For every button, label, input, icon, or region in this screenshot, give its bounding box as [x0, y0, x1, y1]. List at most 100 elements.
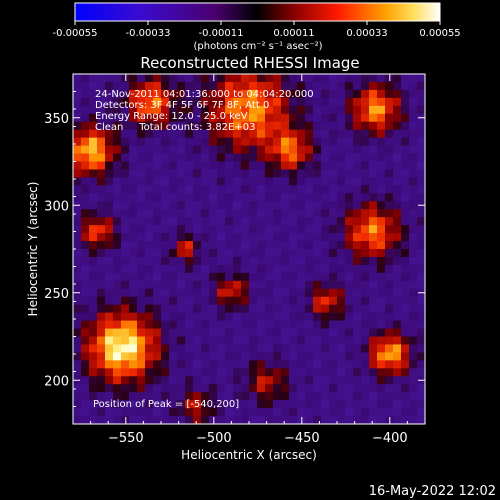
heatmap-cell	[257, 233, 266, 242]
heatmap-cell	[409, 201, 418, 210]
heatmap-cell	[417, 169, 425, 178]
heatmap-cell	[281, 392, 290, 401]
heatmap-cell	[377, 368, 386, 377]
heatmap-cell	[161, 81, 170, 91]
heatmap-cell	[81, 408, 90, 417]
heatmap-cell	[81, 336, 90, 345]
heatmap-cell	[121, 392, 130, 401]
heatmap-cell	[169, 368, 178, 377]
heatmap-cell	[201, 129, 210, 138]
heatmap-cell	[281, 193, 290, 202]
heatmap-cell	[137, 201, 146, 210]
heatmap-cell	[393, 416, 402, 424]
heatmap-cell	[201, 280, 210, 290]
heatmap-cell	[329, 288, 338, 298]
heatmap-cell	[121, 129, 130, 138]
heatmap-cell	[185, 153, 194, 162]
heatmap-cell	[137, 185, 146, 194]
heatmap-cell	[137, 113, 146, 123]
heatmap-cell	[201, 384, 210, 393]
heatmap-cell	[249, 105, 258, 115]
heatmap-cell	[73, 312, 82, 321]
heatmap-cell	[345, 360, 354, 369]
heatmap-cell	[81, 113, 90, 123]
heatmap-cell	[273, 280, 282, 290]
heatmap-cell	[193, 352, 202, 361]
heatmap-cell	[313, 97, 322, 107]
heatmap-cell	[257, 384, 266, 393]
heatmap-cell	[209, 328, 218, 337]
heatmap-cell	[201, 416, 210, 424]
heatmap-cell	[89, 400, 98, 409]
heatmap-cell	[377, 264, 386, 274]
heatmap-cell	[185, 384, 194, 393]
heatmap-cell	[337, 169, 346, 178]
heatmap-cell	[297, 169, 306, 178]
heatmap-cell	[313, 376, 322, 385]
heatmap-cell	[273, 81, 282, 91]
heatmap-cell	[97, 225, 106, 234]
heatmap-cell	[393, 129, 402, 138]
heatmap-cell	[401, 400, 410, 409]
heatmap-cell	[153, 264, 162, 274]
heatmap-cell	[297, 320, 306, 329]
heatmap-cell	[177, 74, 186, 83]
heatmap-cell	[201, 105, 210, 115]
heatmap-cell	[177, 153, 186, 162]
heatmap-cell	[193, 97, 202, 107]
heatmap-cell	[305, 320, 314, 329]
heatmap-cell	[409, 137, 418, 146]
heatmap-cell	[273, 336, 282, 345]
heatmap-cell	[401, 360, 410, 369]
heatmap-cell	[145, 312, 154, 321]
heatmap-cell	[137, 384, 146, 393]
heatmap-cell	[193, 145, 202, 154]
heatmap-cell	[417, 81, 425, 91]
heatmap-cell	[337, 113, 346, 123]
heatmap-cell	[273, 89, 282, 99]
heatmap-cell	[393, 121, 402, 130]
heatmap-cell	[225, 368, 234, 377]
heatmap-cell	[305, 336, 314, 345]
heatmap-cell	[393, 344, 402, 353]
heatmap-cell	[153, 392, 162, 401]
heatmap-cell	[249, 304, 258, 313]
heatmap-cell	[393, 89, 402, 99]
heatmap-cell	[153, 400, 162, 409]
heatmap-cell	[393, 304, 402, 313]
heatmap-cell	[281, 384, 290, 393]
heatmap-cell	[377, 185, 386, 194]
heatmap-cell	[161, 249, 170, 258]
heatmap-cell	[281, 201, 290, 210]
heatmap-cell	[129, 280, 138, 290]
heatmap-cell	[361, 129, 370, 138]
heatmap-cell	[377, 89, 386, 99]
heatmap-cell	[345, 89, 354, 99]
heatmap-cell	[193, 105, 202, 115]
heatmap-cell	[401, 74, 410, 83]
heatmap-cell	[353, 121, 362, 130]
heatmap-cell	[105, 97, 114, 107]
heatmap-cell	[209, 89, 218, 99]
heatmap-cell	[409, 272, 418, 282]
heatmap-cell	[417, 400, 425, 409]
heatmap-cell	[257, 209, 266, 218]
heatmap-cell	[145, 81, 154, 91]
heatmap-cell	[129, 320, 138, 329]
heatmap-cell	[225, 288, 234, 298]
heatmap-cell	[329, 105, 338, 115]
heatmap-cell	[313, 217, 322, 226]
heatmap-cell	[113, 233, 122, 242]
heatmap-cell	[401, 113, 410, 123]
heatmap-cell	[153, 177, 162, 186]
heatmap-cell	[337, 137, 346, 146]
heatmap-cell	[409, 97, 418, 107]
heatmap-cell	[225, 169, 234, 178]
heatmap-cell	[353, 105, 362, 115]
heatmap-cell	[417, 384, 425, 393]
heatmap-cell	[289, 225, 298, 234]
heatmap-cell	[345, 288, 354, 298]
heatmap-cell	[185, 185, 194, 194]
heatmap-cell	[97, 89, 106, 99]
heatmap-cell	[121, 264, 130, 274]
